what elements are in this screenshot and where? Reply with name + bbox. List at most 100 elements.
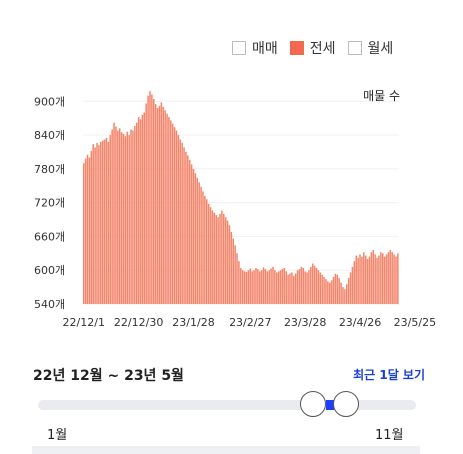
chart-bar bbox=[328, 282, 331, 304]
x-tick-label: 23/2/27 bbox=[229, 316, 271, 329]
chart-bar bbox=[238, 261, 240, 304]
chart-bar bbox=[363, 252, 365, 304]
x-tick-label: 22/12/30 bbox=[114, 316, 163, 329]
chart-bar bbox=[327, 281, 329, 304]
range-start-handle[interactable] bbox=[300, 391, 326, 417]
chart-bar bbox=[391, 252, 393, 304]
chart-bar bbox=[370, 252, 373, 304]
chart-bar bbox=[175, 130, 178, 304]
chart-bar bbox=[262, 267, 265, 304]
chart-bar bbox=[128, 135, 130, 304]
chart-bar bbox=[226, 220, 229, 304]
chart-bar bbox=[283, 267, 286, 304]
sale-checkbox[interactable] bbox=[232, 41, 246, 55]
chart-bar bbox=[306, 272, 308, 304]
chart-bar bbox=[98, 145, 100, 304]
chart-bar bbox=[359, 254, 361, 304]
legend-monthly[interactable]: 월세 bbox=[347, 38, 393, 58]
chart-bar bbox=[296, 270, 299, 304]
legend-sale[interactable]: 매매 bbox=[232, 38, 278, 58]
chart-bar bbox=[101, 140, 104, 304]
chart-bar bbox=[177, 135, 180, 304]
chart-bar bbox=[253, 270, 255, 304]
chart-bar bbox=[205, 199, 208, 304]
chart-bar bbox=[207, 203, 210, 304]
chart-bar bbox=[124, 136, 127, 304]
chart-bar bbox=[240, 267, 242, 304]
slider-min-label: 1월 bbox=[47, 428, 68, 443]
chart-bar bbox=[188, 159, 191, 304]
chart-bar bbox=[84, 158, 87, 304]
chart-bar bbox=[181, 142, 183, 304]
chart-bar bbox=[279, 270, 282, 304]
bottom-divider bbox=[32, 446, 420, 454]
chart-bar bbox=[122, 133, 125, 304]
chart-bar bbox=[294, 273, 297, 304]
chart-bar bbox=[213, 212, 216, 304]
chart-bar bbox=[277, 271, 280, 304]
chart-bar bbox=[143, 112, 146, 304]
legend-jeonse-label: 전세 bbox=[309, 41, 336, 57]
chart-bar bbox=[389, 249, 392, 304]
chart-bar bbox=[380, 252, 382, 304]
y-tick-label: 900개 bbox=[34, 95, 65, 108]
chart-bar bbox=[115, 126, 117, 304]
chart-bar bbox=[311, 263, 314, 304]
chart-bar bbox=[310, 266, 312, 304]
legend-sale-label: 매매 bbox=[252, 41, 278, 57]
chart-bar bbox=[200, 186, 202, 304]
chart-bar bbox=[120, 132, 123, 304]
range-slider-selection bbox=[326, 400, 334, 410]
chart-bar bbox=[385, 254, 388, 304]
chart-bar bbox=[264, 269, 267, 304]
chart-bar bbox=[236, 253, 238, 304]
chart-bar bbox=[368, 256, 371, 304]
chart-bar bbox=[107, 141, 110, 304]
range-end-handle[interactable] bbox=[333, 391, 359, 417]
chart-bar bbox=[274, 270, 276, 304]
chart-bar bbox=[281, 269, 284, 304]
chart-bar bbox=[94, 147, 96, 304]
chart-bar bbox=[289, 273, 291, 304]
y-axis-ticks: 540개 600개 660개 720개 780개 840개 900개 bbox=[34, 95, 65, 311]
y-tick-label: 720개 bbox=[34, 197, 65, 210]
chart-bar bbox=[243, 271, 246, 304]
chart-bar bbox=[349, 272, 352, 304]
x-tick-label: 23/1/28 bbox=[172, 316, 214, 329]
chart-bar bbox=[153, 99, 155, 304]
chart-bar bbox=[96, 142, 98, 304]
chart-bar bbox=[154, 104, 157, 304]
chart-bar bbox=[287, 274, 289, 304]
chart-bar bbox=[147, 95, 149, 304]
monthly-checkbox[interactable] bbox=[347, 41, 362, 55]
chart-bar bbox=[342, 287, 344, 304]
chart-bar bbox=[351, 266, 354, 304]
slider-max-label: 11월 bbox=[375, 428, 404, 443]
chart-bar bbox=[166, 113, 168, 305]
chart-bar bbox=[86, 154, 89, 304]
chart-bar bbox=[211, 210, 214, 304]
legend-jeonse[interactable]: 전세 bbox=[289, 38, 336, 58]
chart-bar bbox=[151, 94, 153, 304]
range-slider-track[interactable] bbox=[38, 400, 416, 410]
recent-month-link[interactable]: 최근 1달 보기 bbox=[353, 368, 425, 382]
chart-bar bbox=[92, 144, 94, 304]
chart-bar bbox=[364, 255, 367, 304]
chart-bar bbox=[194, 173, 197, 304]
chart-bar bbox=[171, 123, 174, 304]
chart-bar bbox=[347, 278, 350, 304]
chart-bar bbox=[221, 210, 223, 304]
chart-bar bbox=[170, 120, 172, 304]
chart-bar bbox=[168, 117, 170, 304]
chart-bar bbox=[393, 254, 395, 304]
chart-bar bbox=[160, 102, 163, 304]
chart-bar bbox=[145, 103, 147, 304]
chart-bar bbox=[298, 269, 301, 304]
x-axis-ticks: 22/12/1 22/12/30 23/1/28 23/2/27 23/3/28 23/4… bbox=[63, 316, 437, 329]
chart-bar bbox=[187, 155, 189, 304]
jeonse-checkbox[interactable] bbox=[289, 41, 304, 55]
chart-bar bbox=[90, 150, 93, 304]
chart-bar bbox=[139, 119, 142, 304]
chart-bar bbox=[376, 257, 378, 304]
chart-bar bbox=[315, 267, 318, 304]
